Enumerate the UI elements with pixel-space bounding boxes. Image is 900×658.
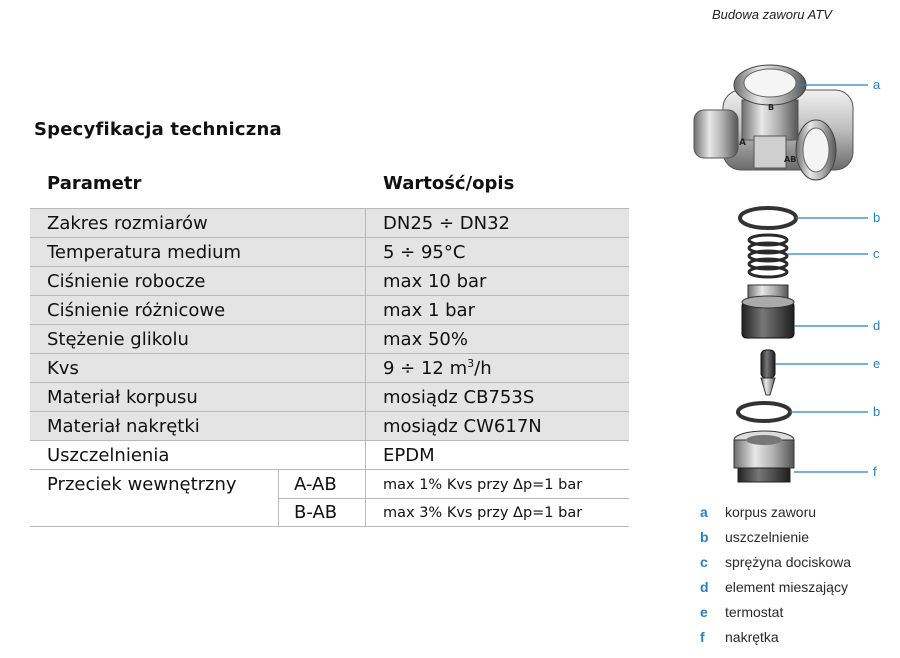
legend-item: c sprężyna dociskowa	[700, 554, 852, 570]
port-label-ab: AB	[784, 155, 796, 164]
leak-value: max 3% Kvs przy Δp=1 bar	[383, 505, 583, 521]
table-row: Materiał korpusu mosiądz CB753S	[30, 382, 629, 411]
legend-item: e termostat	[700, 604, 784, 620]
row-param: Uszczelnienia	[47, 445, 170, 466]
table-row: Materiał nakrętki mosiądz CW617N	[30, 411, 629, 440]
legend-item: d element mieszający	[700, 579, 848, 595]
callout-b: b	[873, 210, 880, 225]
row-param: Kvs	[47, 358, 79, 379]
spec-table: Parametr Wartość/opis Zakres rozmiarów D…	[30, 165, 629, 527]
row-value: mosiądz CW617N	[383, 416, 542, 437]
row-param: Ciśnienie robocze	[47, 271, 206, 292]
port-label-b: B	[768, 103, 774, 112]
row-value: max 50%	[383, 329, 468, 350]
valve-body: A AB B	[693, 64, 854, 181]
table-row-leak: Przeciek wewnętrzny A-AB max 1% Kvs przy…	[30, 469, 629, 527]
seal-ring	[736, 401, 792, 423]
row-param: Materiał korpusu	[47, 387, 198, 408]
leak-value: max 1% Kvs przy Δp=1 bar	[383, 477, 583, 493]
legend-item: b uszczelnienie	[700, 529, 810, 545]
thermostat	[760, 349, 776, 396]
table-row: Kvs 9 ÷ 12 m3/h	[30, 353, 629, 382]
spring	[747, 233, 789, 279]
callout-f: f	[873, 464, 877, 479]
row-param: Przeciek wewnętrzny	[47, 474, 237, 495]
callout-e: e	[873, 356, 880, 371]
row-param: Materiał nakrętki	[47, 416, 200, 437]
legend-item: a korpus zaworu	[700, 504, 817, 520]
header-param: Parametr	[47, 173, 142, 194]
row-param: Stężenie glikolu	[47, 329, 189, 350]
row-value: EPDM	[383, 445, 435, 466]
row-value: 9 ÷ 12 m3/h	[383, 357, 492, 379]
diagram-title: Budowa zaworu ATV	[712, 7, 832, 22]
table-row: Uszczelnienia EPDM	[30, 440, 629, 469]
port-label-a: A	[739, 138, 746, 148]
legend-item: f nakrętka	[700, 629, 779, 645]
seal-ring	[738, 206, 798, 230]
row-value: max 1 bar	[383, 300, 475, 321]
table-row: Ciśnienie robocze max 10 bar	[30, 266, 629, 295]
row-value: max 10 bar	[383, 271, 487, 292]
table-row: Temperatura medium 5 ÷ 95°C	[30, 237, 629, 266]
leak-code: A-AB	[294, 474, 337, 495]
table-header: Parametr Wartość/opis	[30, 165, 629, 208]
diagram-legend: a korpus zaworu b uszczelnienie c sprężyna …	[700, 500, 851, 650]
leak-code: B-AB	[294, 502, 338, 523]
callout-a: a	[873, 77, 881, 92]
callout-d: d	[873, 318, 880, 333]
row-value: mosiądz CB753S	[383, 387, 535, 408]
mixing-element	[741, 284, 795, 339]
row-value: DN25 ÷ DN32	[383, 213, 510, 234]
valve-exploded-diagram: A AB B a	[693, 64, 881, 483]
spec-title: Specyfikacja techniczna	[34, 119, 282, 140]
row-param: Zakres rozmiarów	[47, 213, 208, 234]
callout-c: c	[873, 246, 880, 261]
row-param: Temperatura medium	[47, 242, 242, 263]
table-row: Ciśnienie różnicowe max 1 bar	[30, 295, 629, 324]
callout-b2: b	[873, 404, 880, 419]
row-value: 5 ÷ 95°C	[383, 242, 466, 263]
header-value: Wartość/opis	[383, 173, 515, 194]
row-param: Ciśnienie różnicowe	[47, 300, 226, 321]
nut	[733, 430, 795, 483]
table-row: Zakres rozmiarów DN25 ÷ DN32	[30, 208, 629, 237]
table-row: Stężenie glikolu max 50%	[30, 324, 629, 353]
